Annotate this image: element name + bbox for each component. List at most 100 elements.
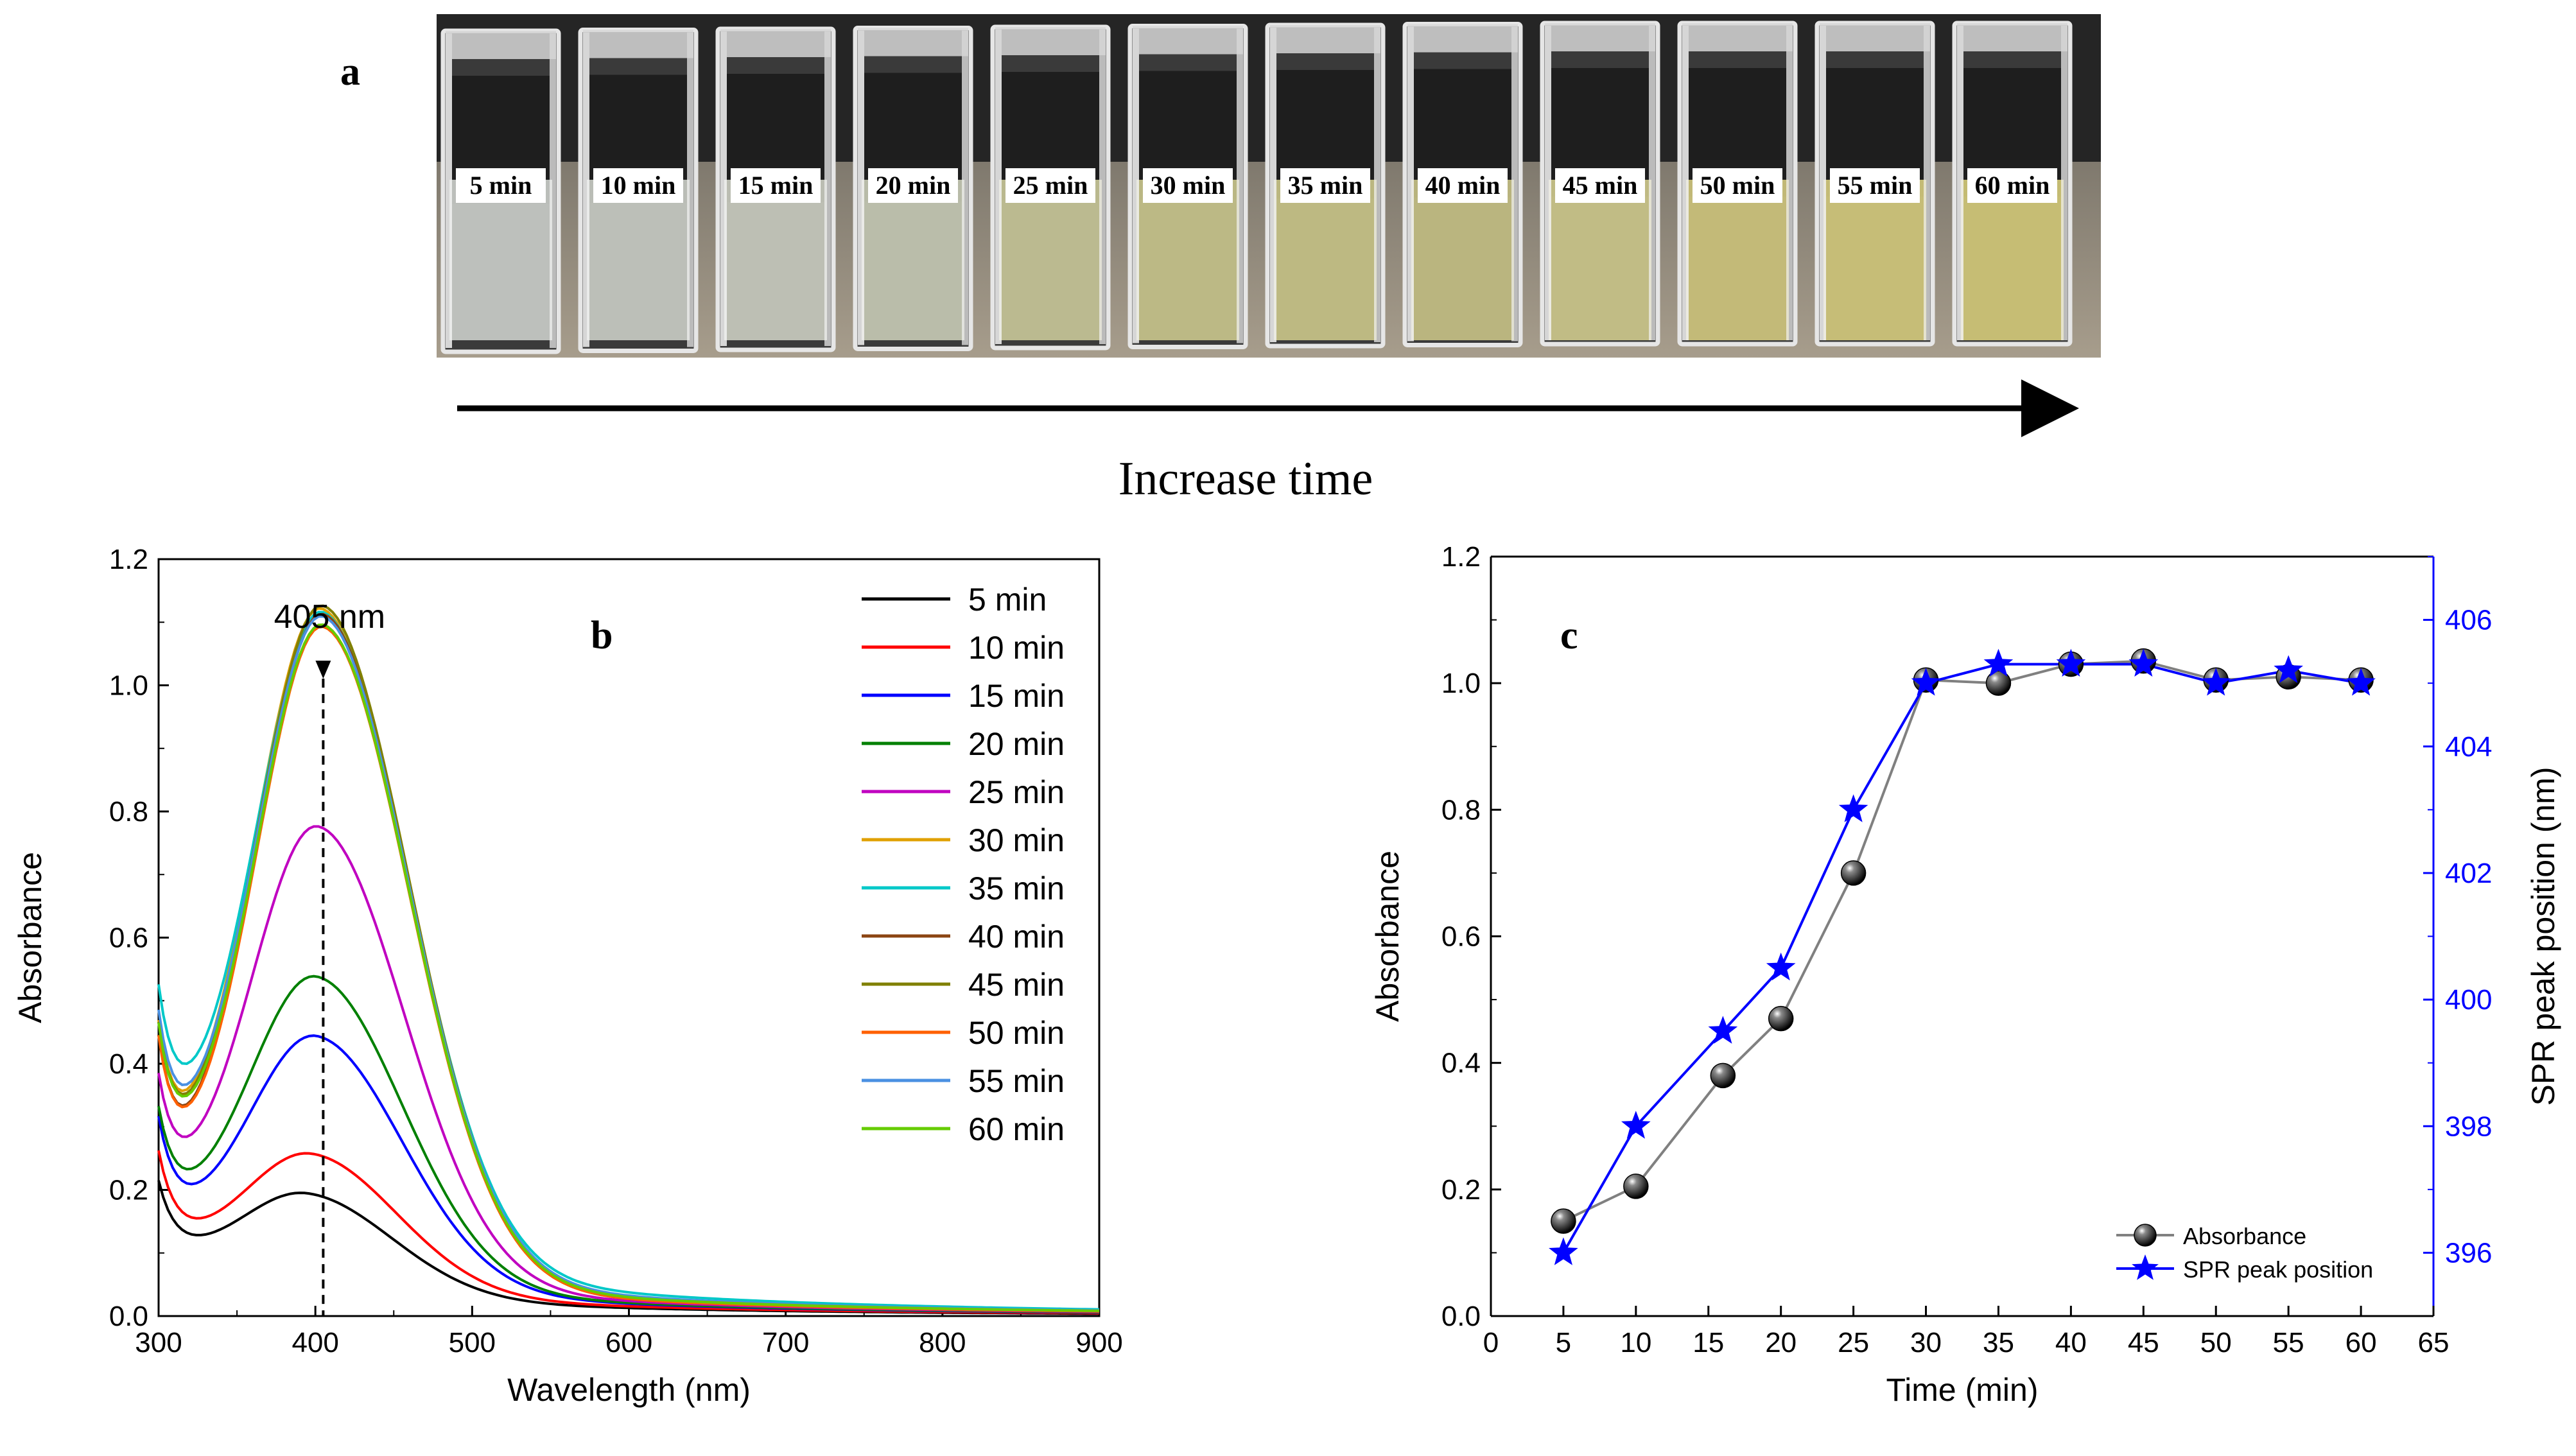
y-tick-label: 0.0: [109, 1301, 148, 1332]
vial-highlight: [962, 30, 968, 345]
vial-highlight: [446, 33, 452, 348]
legend-label: 35 min: [968, 871, 1065, 906]
vial-liquid: [862, 180, 964, 340]
y2-tick-label: 396: [2445, 1237, 2492, 1269]
panel-c-series: [1549, 648, 2376, 1265]
vial-2: 10 min: [578, 28, 699, 353]
x-tick-label: 500: [449, 1327, 496, 1358]
vial-label-bg: [1005, 168, 1095, 203]
vial-highlight: [824, 31, 831, 346]
y2-tick-label: 402: [2445, 858, 2492, 889]
spr-point: [1838, 794, 1868, 822]
legend-label: 30 min: [968, 822, 1065, 858]
spr-point: [1983, 648, 2014, 677]
spectrum-line-35-min: [157, 611, 1100, 1311]
vial-rim: [1407, 24, 1518, 53]
peak-annotation: 405 nm: [274, 598, 385, 1316]
x-tick-label: 55: [2273, 1327, 2304, 1358]
vial-label-bg: [456, 168, 546, 203]
panel-b-legend: 5 min 10 min 15 min 20 min 25 min 30 min 35 mi…: [862, 582, 1065, 1147]
vial-rim: [583, 30, 693, 58]
vial-liquid: [587, 180, 690, 340]
vial-highlight: [1682, 26, 1689, 340]
vial-9: 45 min: [1540, 21, 1660, 347]
y-tick-label: 1.0: [1441, 668, 1481, 699]
x-tick-label: 300: [135, 1327, 182, 1358]
x-tick-label: 10: [1620, 1327, 1651, 1358]
vial-rim: [1545, 23, 1655, 51]
x-tick-label: 20: [1765, 1327, 1797, 1358]
vial-label-bg: [1555, 168, 1645, 203]
vial-highlight: [687, 32, 693, 347]
x-tick-label: 600: [605, 1327, 652, 1358]
vial-liquid: [1823, 180, 1926, 340]
legend-label: 55 min: [968, 1063, 1065, 1099]
y2-tick-label: 398: [2445, 1111, 2492, 1142]
vial-liquid: [1411, 180, 1514, 340]
vial-rim: [1682, 23, 1793, 51]
spr-point: [1708, 1016, 1738, 1044]
vial-highlight: [1133, 28, 1139, 343]
x-tick-label: 700: [762, 1327, 809, 1358]
y-tick-label: 0.6: [1441, 921, 1481, 953]
vial-liquid: [1136, 180, 1239, 340]
vial-3: 15 min: [715, 26, 836, 352]
vial-rim: [1133, 26, 1243, 55]
spectrum-line-40-min: [157, 612, 1100, 1313]
legend-label: 15 min: [968, 678, 1065, 714]
y-tick-label: 0.0: [1441, 1301, 1481, 1332]
vial-highlight: [1924, 26, 1930, 340]
x-tick-label: 800: [919, 1327, 966, 1358]
x-tick-label: 45: [2128, 1327, 2159, 1358]
vial-highlight: [1649, 26, 1655, 340]
panel-b-letter: b: [591, 614, 613, 657]
vial-highlight: [1545, 26, 1551, 340]
y2-tick-label: 400: [2445, 984, 2492, 1016]
vial-highlight: [1786, 26, 1793, 340]
legend-label: 45 min: [968, 967, 1065, 1003]
vial-highlight: [1957, 26, 1963, 340]
vial-rim: [720, 29, 831, 57]
vial-6: 30 min: [1127, 24, 1248, 349]
peak-label: 405 nm: [274, 598, 385, 636]
y-axis-title: Absorbance: [1370, 851, 1405, 1022]
legend-marker-spr: [2132, 1254, 2159, 1280]
absorbance-point: [1768, 1005, 1794, 1032]
panel-c-axes: 0 5 10 15 20 25 30 35 40 45 50 55 60 65 0.0 0.2 0.4 0.6 0.…: [1370, 541, 2561, 1408]
panel-c-letter: c: [1560, 614, 1578, 657]
absorbance-point: [1710, 1062, 1736, 1089]
panel-c-chart: c 0 5 10 15 20 25 30 35 40 45 50 55 60 65 0.0 0.2 0.4 0.6…: [1370, 541, 2561, 1408]
vial-label-bg: [1967, 168, 2057, 203]
spr-point: [1911, 668, 1941, 696]
x-tick-label: 5: [1556, 1327, 1571, 1358]
spectrum-line-60-min: [157, 623, 1099, 1312]
vial-highlight: [995, 30, 1002, 344]
panel-c-legend: Absorbance SPR peak position: [2116, 1223, 2373, 1283]
vial-highlight: [1270, 28, 1276, 342]
vial-label-bg: [1830, 168, 1920, 203]
absorbance-point: [1551, 1208, 1576, 1234]
absorbance-point: [1840, 860, 1867, 886]
vial-label-bg: [1418, 168, 1508, 203]
legend-label: 40 min: [968, 919, 1065, 955]
spr-point: [2056, 648, 2086, 677]
x-axis-title: Wavelength (nm): [507, 1372, 751, 1408]
vial-highlight: [1237, 28, 1243, 343]
y-tick-label: 0.2: [109, 1175, 148, 1206]
y-tick-label: 1.2: [1441, 541, 1481, 573]
y-tick-label: 0.6: [109, 923, 148, 954]
x-tick-label: 65: [2418, 1327, 2450, 1358]
spectrum-line-50-min: [157, 625, 1100, 1313]
x-tick-label: 35: [1983, 1327, 2014, 1358]
x-tick-label: 25: [1838, 1327, 1869, 1358]
spr-point: [2346, 668, 2376, 696]
vial-rim: [446, 31, 556, 59]
spectrum-line-15-min: [157, 1034, 1099, 1314]
vial-label-bg: [868, 168, 958, 203]
panel-b-curves: [157, 604, 1100, 1315]
vial-highlight: [720, 31, 727, 346]
vial-liquid: [724, 180, 827, 340]
vial-label-bg: [1693, 168, 1782, 203]
vial-rim: [858, 28, 968, 56]
y-tick-label: 0.2: [1441, 1174, 1481, 1206]
